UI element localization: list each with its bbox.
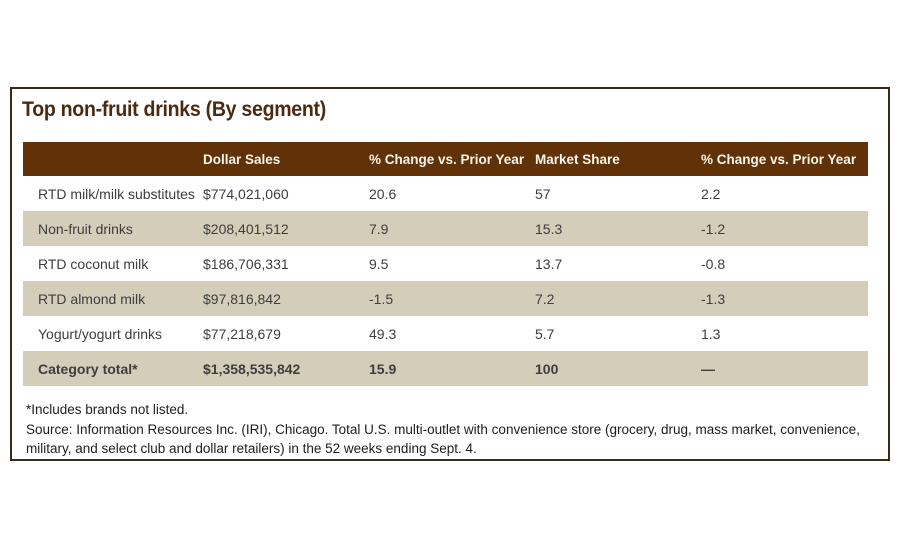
table-row: RTD almond milk $97,816,842 -1.5 7.2 -1.3 [23, 281, 868, 316]
table-cell: 57 [535, 176, 701, 211]
table-cell: $77,218,679 [203, 316, 369, 351]
table-cell: 5.7 [535, 316, 701, 351]
column-header [23, 142, 203, 176]
row-label: Yogurt/yogurt drinks [23, 316, 203, 351]
table-row: RTD coconut milk $186,706,331 9.5 13.7 -0.8 [23, 246, 868, 281]
table-cell: 1.3 [701, 316, 868, 351]
table-cell: 20.6 [369, 176, 535, 211]
column-header: % Change vs. Prior Year [369, 142, 535, 176]
row-label: RTD almond milk [23, 281, 203, 316]
table-body: RTD milk/milk substitutes $774,021,060 20.… [23, 176, 868, 386]
row-label: Category total* [23, 351, 203, 386]
table-cell: $186,706,331 [203, 246, 369, 281]
table-cell: 49.3 [369, 316, 535, 351]
segments-table: Dollar Sales% Change vs. Prior Year Marke… [23, 142, 868, 386]
table-wrapper: Dollar Sales% Change vs. Prior Year Marke… [23, 142, 868, 386]
table-cell: -1.5 [369, 281, 535, 316]
footnote: *Includes brands not listed. [26, 402, 189, 417]
table-cell: $208,401,512 [203, 211, 369, 246]
table-cell: -1.2 [701, 211, 868, 246]
column-header: % Change vs. Prior Year [701, 142, 868, 176]
table-row: Yogurt/yogurt drinks $77,218,679 49.3 5.7 1.… [23, 316, 868, 351]
table-header-row: Dollar Sales% Change vs. Prior Year Marke… [23, 142, 868, 176]
panel-title: Top non-fruit drinks (By segment) [22, 98, 326, 121]
table-cell: -1.3 [701, 281, 868, 316]
column-header: Dollar Sales [203, 142, 369, 176]
footnotes: *Includes brands not listed. Source: Inf… [26, 400, 872, 459]
table-cell: $97,816,842 [203, 281, 369, 316]
table-row: Category total* $1,358,535,842 15.9 100— [23, 351, 868, 386]
data-table-panel: Top non-fruit drinks (By segment) Dollar… [10, 87, 890, 461]
table-cell: 2.2 [701, 176, 868, 211]
source-note: Source: Information Resources Inc. (IRI)… [26, 421, 860, 457]
row-label: RTD milk/milk substitutes [23, 176, 203, 211]
row-label: RTD coconut milk [23, 246, 203, 281]
table-cell: 9.5 [369, 246, 535, 281]
table-cell: 13.7 [535, 246, 701, 281]
table-cell: 7.9 [369, 211, 535, 246]
row-label: Non-fruit drinks [23, 211, 203, 246]
table-cell: $1,358,535,842 [203, 351, 369, 386]
table-cell: 15.9 [369, 351, 535, 386]
table-cell: $774,021,060 [203, 176, 369, 211]
table-cell: — [701, 351, 868, 386]
table-row: Non-fruit drinks $208,401,512 7.9 15.3 -1.2 [23, 211, 868, 246]
table-cell: 15.3 [535, 211, 701, 246]
table-row: RTD milk/milk substitutes $774,021,060 20.… [23, 176, 868, 211]
table-cell: 7.2 [535, 281, 701, 316]
table-cell: 100 [535, 351, 701, 386]
table-cell: -0.8 [701, 246, 868, 281]
column-header: Market Share [535, 142, 701, 176]
